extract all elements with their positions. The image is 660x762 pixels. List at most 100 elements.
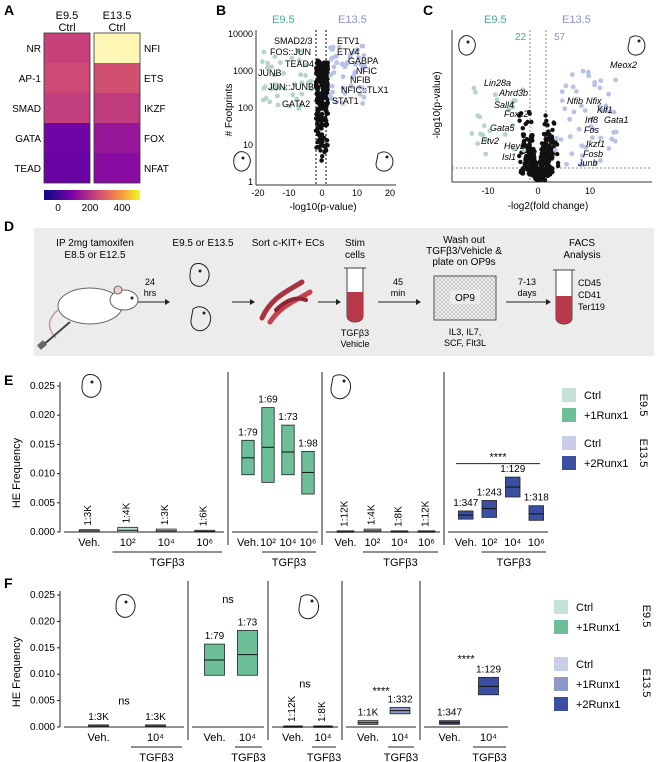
d-cytokines-line2: SCF, Flt3L [444, 338, 486, 348]
c-dot-e95 [475, 113, 481, 119]
e-xtick-label: 10² [120, 537, 136, 549]
f-xtick-label: Veh. [203, 732, 225, 744]
b-dot-ns [319, 158, 324, 163]
e-embryo-e95-ctrl-icon [81, 374, 102, 398]
colorbar-tick-2: 400 [114, 203, 131, 214]
heatmap-cell-r3-c1 [94, 123, 140, 153]
d-cytokines-line1: IL3, IL7, [449, 327, 482, 337]
f-legend-group-e95: E9.5 [640, 605, 652, 628]
b-dot-e95 [265, 65, 270, 71]
b-dot-ns [322, 105, 327, 110]
b-dot-e135 [347, 52, 353, 58]
e-tgfb3-label: TGFβ3 [272, 557, 306, 569]
heatmap-row-right-4: NFAT [144, 164, 169, 175]
c-dot-ns [543, 132, 548, 137]
c-dot-e135 [571, 109, 577, 115]
b-dot-e135 [360, 43, 366, 49]
c-dot-ns [540, 148, 545, 153]
b-dot-ns [321, 63, 327, 68]
d-facs-tube-icon [553, 269, 575, 325]
c-dot-e95 [473, 89, 478, 95]
c-dot-e95 [510, 123, 515, 129]
heatmap-row-right-1: ETS [144, 74, 164, 85]
f-significance: ns [118, 695, 130, 707]
f-ratio-label: 1:73 [238, 617, 258, 628]
b-label-left-1: FOS::JUN [270, 47, 311, 57]
e-tgfb3-label: TGFβ3 [383, 557, 417, 569]
c-dot-e135 [593, 160, 598, 166]
b-dot-e135 [342, 62, 348, 68]
c-dot-e95 [481, 123, 487, 129]
f-significance: **** [457, 654, 475, 666]
f-legend-swatch-e135-ctrl [554, 657, 568, 671]
heatmap-cell-r3-c0 [44, 123, 90, 153]
c-label-right-6: Fos [584, 125, 600, 135]
b-dot-ns [316, 130, 321, 135]
e-legend-group-e95: E9.5 [637, 394, 649, 417]
c-dot-e135 [576, 126, 582, 132]
c-dot-e135 [564, 161, 569, 167]
b-dot-e135 [329, 83, 335, 89]
b-dot-e135 [331, 70, 337, 75]
e-ratio-label: 1:12K [421, 500, 432, 526]
e-ratio-label: 1:347 [453, 498, 478, 509]
e-legend-e135-runx1: +2Runx1 [584, 458, 628, 470]
b-dot-ns [313, 84, 319, 89]
c-dot-e135 [586, 73, 592, 79]
e-embryo-e135-ctrl-icon [330, 374, 351, 400]
b-dot-e95 [274, 85, 280, 91]
d-step4-line1: Stim [345, 238, 365, 249]
c-xtick-0: -10 [481, 186, 494, 196]
d-mouse-icon [37, 285, 139, 350]
c-label-left-2: Sall4 [494, 100, 514, 110]
heatmap-row-left-0: NR [27, 44, 41, 55]
c-dot-ns [544, 138, 549, 143]
e-ratio-label: 1:73 [278, 412, 298, 423]
e-legend-e135-ctrl: Ctrl [584, 438, 601, 450]
b-dot-e135 [340, 85, 346, 91]
b-dot-e95 [308, 86, 314, 92]
c-dot-e135 [599, 108, 604, 113]
f-ytick-label: 0.010 [30, 669, 55, 680]
d-step6-line2: Analysis [563, 250, 600, 261]
b-dot-e135 [360, 66, 365, 72]
c-dot-ns [549, 148, 554, 153]
c-dot-e135 [580, 68, 586, 74]
c-dot-e135 [603, 107, 609, 113]
d-arrow1-head [165, 299, 170, 305]
c-dot-ns [541, 144, 546, 150]
f-xtick-label: Veh. [357, 732, 379, 744]
c-dot-ns [533, 171, 538, 176]
b-dot-ns [318, 134, 323, 139]
panel-label-b: B [216, 2, 226, 18]
c-dot-e135 [558, 137, 564, 143]
b-ylabel: # Footprints [224, 84, 235, 137]
e-ratio-label: 1:79 [238, 427, 258, 438]
e-xtick-label: Veh. [334, 537, 356, 549]
b-dot-e95 [281, 70, 286, 76]
c-dot-e135 [588, 124, 594, 129]
b-ytick-2: 100 [238, 103, 253, 113]
d-arrow4-head [416, 299, 421, 305]
d-embryo-e135-icon [190, 306, 211, 332]
b-dot-e95 [282, 86, 288, 91]
c-dot-e135 [578, 162, 583, 167]
b-dot-e135 [342, 90, 348, 96]
f-ratio-label: 1:12K [287, 695, 298, 721]
e-xtick-label: Veh. [455, 537, 477, 549]
b-label-left-0: SMAD2/3 [274, 36, 313, 46]
f-ratio-label: 1:1K [358, 708, 379, 719]
c-label-left-3: Foxc2 [504, 109, 529, 119]
e-ytick-label: 0.025 [30, 381, 55, 392]
c-label-right-4: Irf8 [585, 115, 598, 125]
d-step4-line2: cells [345, 250, 365, 261]
b-label-left-4: JUN::JUNB [268, 82, 314, 92]
c-dot-e95 [513, 98, 518, 104]
c-xlabel: -log2(fold change) [508, 201, 589, 212]
c-label-left-1: Ahrd3b [498, 88, 528, 98]
c-label-right-9: Junb [577, 158, 598, 168]
heatmap-cell-r4-c0 [44, 153, 90, 183]
c-dot-e135 [588, 117, 594, 122]
d-op9-label: OP9 [455, 293, 475, 304]
b-dot-e95 [290, 92, 296, 98]
